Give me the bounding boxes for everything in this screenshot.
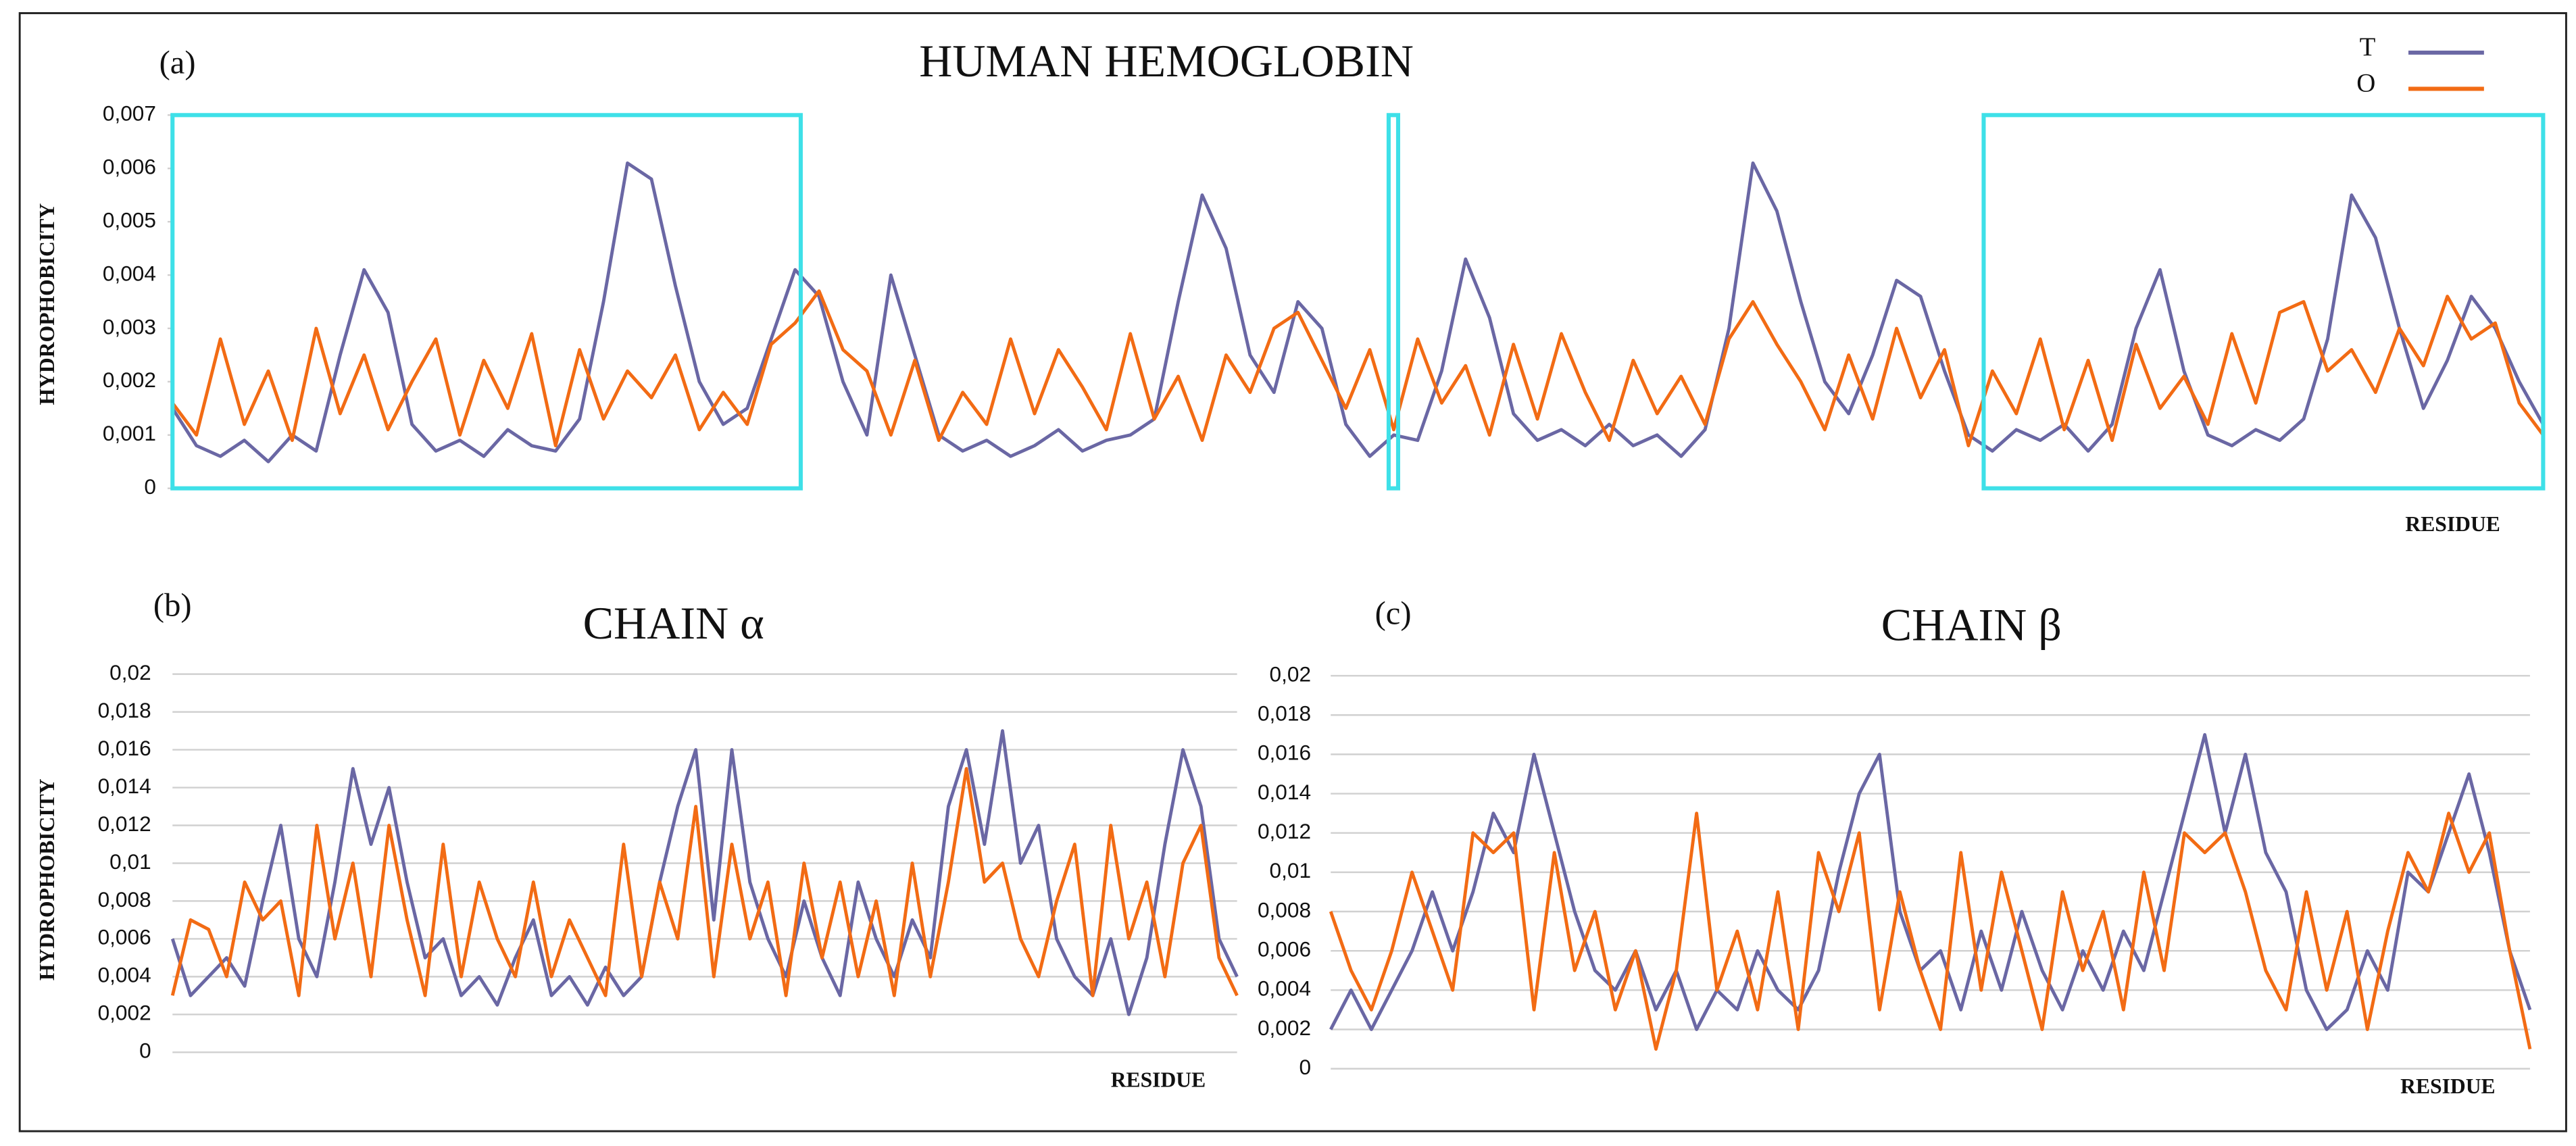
y-axis-label: HYDROPHOBICITY	[35, 203, 59, 405]
x-axis-label: RESIDUE	[2400, 1074, 2495, 1098]
y-tick-label: 0,004	[1258, 976, 1311, 1001]
chart-title: CHAIN α	[583, 597, 764, 649]
x-axis-label: RESIDUE	[2405, 512, 2500, 536]
panel-label: (b)	[153, 587, 192, 623]
chart-title: CHAIN β	[1881, 599, 2062, 651]
y-tick-label: 0,02	[109, 660, 151, 684]
y-tick-label: 0,002	[1258, 1016, 1311, 1040]
y-tick-label: 0,003	[103, 314, 156, 339]
y-tick-label: 0,008	[1258, 897, 1311, 922]
y-tick-label: 0,004	[103, 261, 156, 285]
y-tick-label: 0,007	[103, 101, 156, 126]
y-tick-label: 0	[144, 474, 156, 499]
y-tick-label: 0,014	[98, 774, 151, 798]
y-tick-label: 0,014	[1258, 780, 1311, 804]
highlight-box	[1981, 113, 2546, 491]
legend-label: T	[2360, 32, 2376, 61]
y-tick-label: 0,01	[109, 849, 151, 874]
y-tick-label: 0,006	[103, 155, 156, 179]
panel-label: (a)	[159, 44, 196, 80]
y-tick-label: 0,012	[1258, 819, 1311, 843]
highlight-box	[170, 113, 803, 491]
series-line	[1329, 812, 2532, 1051]
y-tick-label: 0,01	[1270, 858, 1312, 882]
y-tick-label: 0,004	[98, 963, 151, 987]
y-tick-label: 0,001	[103, 421, 156, 445]
y-axis-label: HYDROPHOBICITY	[35, 778, 59, 980]
y-tick-label: 0,016	[98, 736, 151, 760]
panel-label: (c)	[1375, 595, 1412, 632]
y-tick-label: 0,002	[98, 1001, 151, 1025]
y-tick-label: 0,012	[98, 812, 151, 836]
y-tick-label: 0	[139, 1039, 151, 1063]
figure-border	[18, 12, 2567, 1132]
series-line	[170, 767, 1239, 997]
legend-label: O	[2356, 68, 2375, 97]
highlight-box	[1386, 113, 1400, 491]
y-tick-label: 0,006	[1258, 937, 1311, 962]
y-tick-label: 0,018	[98, 698, 151, 722]
y-tick-label: 0,018	[1258, 701, 1311, 726]
y-tick-label: 0,02	[1270, 662, 1312, 686]
series-line	[170, 729, 1239, 1016]
series-line	[171, 161, 2545, 464]
y-tick-label: 0,005	[103, 207, 156, 232]
y-tick-label: 0	[1299, 1055, 1311, 1079]
y-tick-label: 0,016	[1258, 741, 1311, 765]
y-tick-label: 0,002	[103, 368, 156, 392]
chart-title: HUMAN HEMOGLOBIN	[919, 35, 1414, 86]
y-tick-label: 0,006	[98, 925, 151, 949]
series-line	[1329, 732, 2532, 1031]
y-tick-label: 0,008	[98, 887, 151, 912]
series-line	[171, 289, 2545, 447]
x-axis-label: RESIDUE	[1111, 1068, 1206, 1091]
